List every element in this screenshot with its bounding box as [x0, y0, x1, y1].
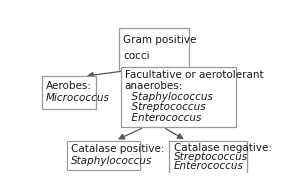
- Text: Enterococcus: Enterococcus: [125, 113, 201, 123]
- Text: Enterococcus: Enterococcus: [174, 161, 244, 171]
- Text: Staphylococcus: Staphylococcus: [125, 92, 213, 102]
- FancyBboxPatch shape: [169, 141, 247, 174]
- Text: anaerobes:: anaerobes:: [125, 81, 183, 91]
- Text: Catalase negative:: Catalase negative:: [174, 143, 272, 153]
- Text: Aerobes:: Aerobes:: [46, 81, 92, 91]
- FancyBboxPatch shape: [67, 140, 140, 170]
- Text: Catalase positive:: Catalase positive:: [71, 144, 165, 154]
- FancyBboxPatch shape: [42, 76, 96, 109]
- FancyBboxPatch shape: [121, 67, 236, 127]
- Text: Staphylococcus: Staphylococcus: [71, 156, 153, 166]
- Text: Streptococcus: Streptococcus: [174, 152, 248, 162]
- Text: Streptococcus: Streptococcus: [125, 102, 206, 112]
- FancyBboxPatch shape: [119, 28, 189, 70]
- Text: Gram positive: Gram positive: [123, 35, 196, 45]
- Text: Micrococcus: Micrococcus: [46, 94, 110, 103]
- Text: cocci: cocci: [123, 51, 150, 61]
- Text: Facultative or aerotolerant: Facultative or aerotolerant: [125, 70, 263, 80]
